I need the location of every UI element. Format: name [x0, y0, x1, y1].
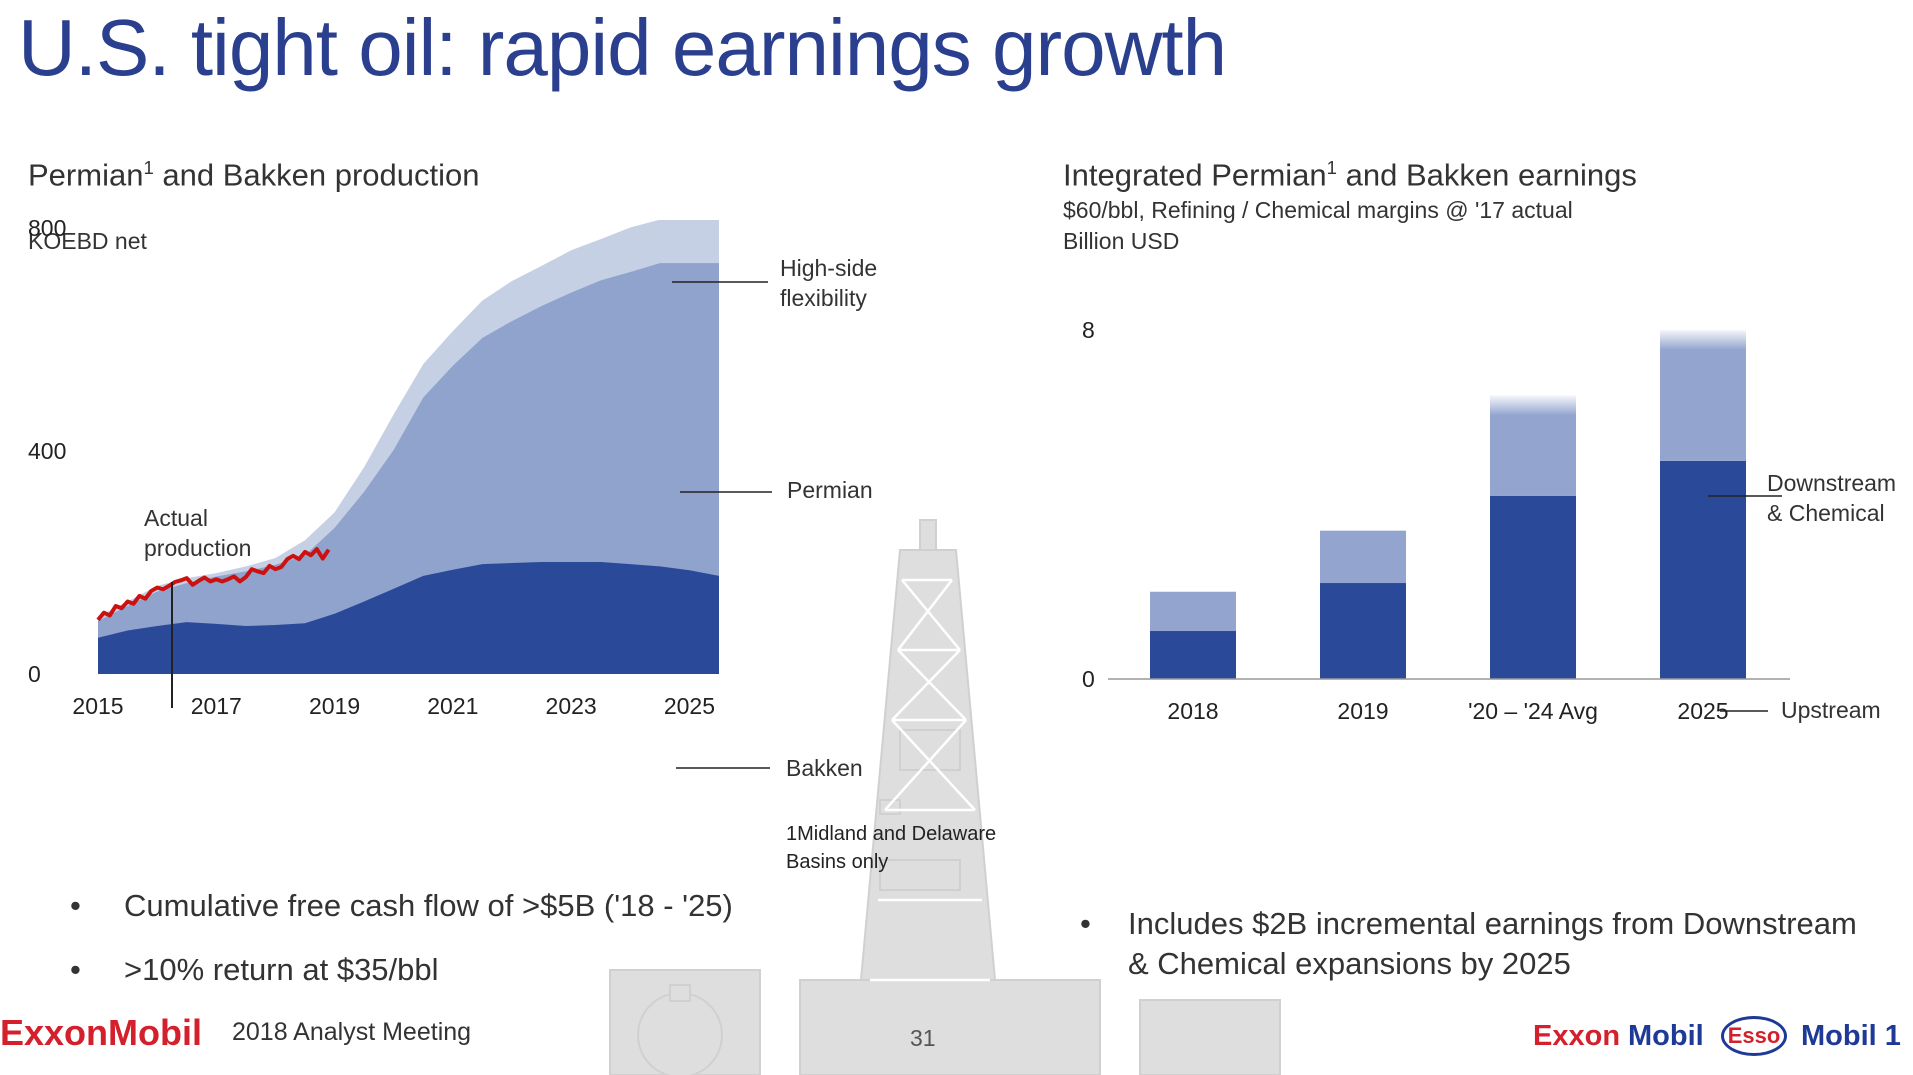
y-tick-label: 8 — [1082, 317, 1095, 343]
actual-production-line — [96, 547, 331, 622]
bullet-left-1: • Cumulative free cash flow of >$5B ('18 … — [70, 888, 733, 923]
exxon-brand-logo: Exxon — [1533, 1020, 1621, 1052]
x-tick-label: 2019 — [1337, 698, 1388, 724]
high-side-label: High-side flexibility — [780, 255, 878, 311]
bakken-label: Bakken — [786, 755, 863, 781]
bullet-right-1: • Includes $2B incremental earnings from … — [1080, 906, 1857, 981]
bakken-area — [98, 561, 719, 674]
page-title: U.S. tight oil: rapid earnings growth — [18, 3, 1227, 92]
downstream-bar — [1150, 591, 1236, 632]
upstream-bar — [1660, 460, 1746, 679]
permian-label: Permian — [787, 477, 873, 503]
oil-rig-watermark — [609, 519, 1281, 1075]
downstream-label: Downstream & Chemical — [1767, 470, 1897, 526]
upstream-bar — [1490, 495, 1576, 679]
right-chart-title: Integrated Permian1 and Bakken earnings — [1063, 157, 1637, 193]
mobil1-brand-logo: Mobil 1 — [1801, 1020, 1901, 1052]
x-tick-label: 2023 — [546, 693, 597, 719]
footnote: 1Midland and Delaware Basins only — [786, 823, 997, 873]
left-chart-unit: KOEBD net — [28, 228, 147, 254]
upstream-bar — [1320, 583, 1406, 679]
y-tick-label: 800 — [28, 220, 66, 241]
left-chart-title: Permian1 and Bakken production — [28, 157, 480, 193]
x-tick-label: '20 – '24 Avg — [1468, 698, 1598, 724]
bullet-dot: • — [70, 952, 81, 987]
bar-fade — [1660, 328, 1746, 350]
y-tick-label: 0 — [28, 661, 41, 687]
y-tick-label: 400 — [28, 438, 66, 464]
x-tick-label: 2018 — [1167, 698, 1218, 724]
x-tick-label: 2017 — [191, 693, 242, 719]
downstream-bar — [1320, 530, 1406, 584]
upstream-bar — [1150, 631, 1236, 679]
x-tick-label: 2025 — [664, 693, 715, 719]
production-area-chart: 0 400 800 2015 2017 2019 2021 2023 2025 — [28, 220, 772, 769]
x-tick-label: 2015 — [72, 693, 123, 719]
bullet-dot: • — [70, 888, 81, 923]
bar-fade — [1490, 393, 1576, 416]
downstream-bar — [1660, 330, 1746, 461]
page-number: 31 — [910, 1025, 936, 1051]
upstream-label: Upstream — [1781, 697, 1881, 723]
esso-brand-logo: Esso — [1721, 1016, 1787, 1056]
brand-logos: Exxon Mobil Esso Mobil 1 — [1533, 1016, 1911, 1060]
x-tick-label: 2021 — [427, 693, 478, 719]
footer-meeting-label: 2018 Analyst Meeting — [232, 1018, 472, 1046]
right-chart-unit: Billion USD — [1063, 228, 1180, 254]
mobil-brand-logo: Mobil — [1628, 1020, 1704, 1052]
actual-production-label: Actual production — [144, 505, 252, 561]
y-tick-label: 0 — [1082, 666, 1095, 692]
x-tick-label: 2019 — [309, 693, 360, 719]
right-chart-subtitle: $60/bbl, Refining / Chemical margins @ '… — [1063, 197, 1573, 223]
bullet-left-2: • >10% return at $35/bbl — [70, 952, 439, 987]
exxonmobil-logo: ExxonMobil — [0, 1012, 203, 1053]
bullet-dot: • — [1080, 906, 1091, 941]
